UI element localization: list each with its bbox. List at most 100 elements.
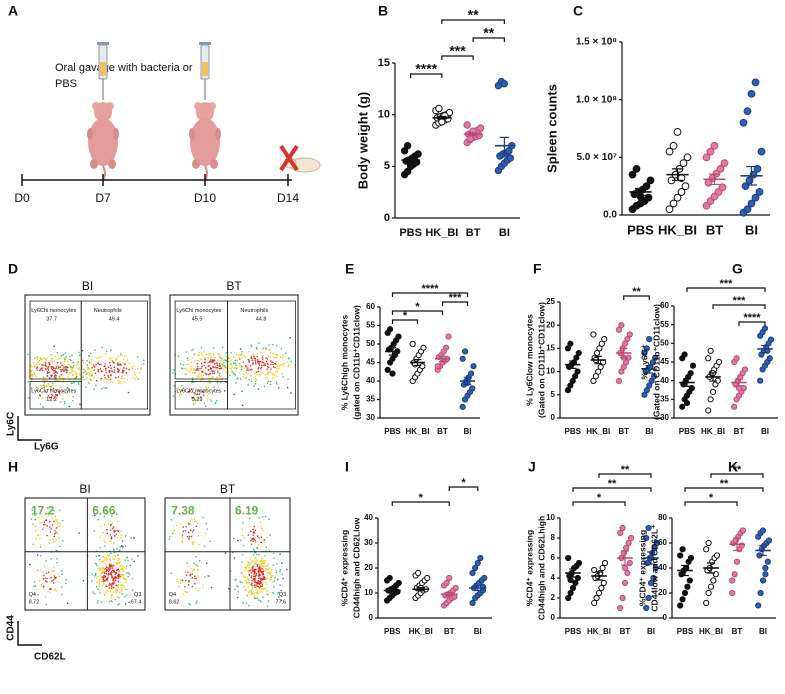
event-dot [204, 532, 207, 535]
gate [80, 300, 148, 410]
event-dot [142, 363, 145, 365]
flow-y-label: CD44 [6, 615, 17, 641]
quadrant-value: 8.62 [169, 600, 180, 606]
data-point [720, 159, 729, 168]
event-dot [252, 528, 254, 531]
event-dot [205, 354, 208, 356]
event-dot [117, 376, 120, 378]
event-dot [199, 358, 202, 361]
event-dot [41, 364, 43, 366]
event-dot [50, 393, 53, 396]
event-dot [39, 543, 42, 546]
event-dot [223, 389, 226, 392]
event-dot [53, 345, 55, 348]
data-point [597, 569, 604, 577]
event-dot [251, 584, 253, 587]
event-dot [86, 359, 88, 362]
data-point [718, 183, 727, 192]
event-dot [49, 539, 51, 541]
data-point [650, 373, 658, 380]
data-point [715, 358, 723, 366]
data-point [621, 340, 629, 347]
data-point [575, 559, 583, 567]
event-dot [255, 371, 258, 373]
event-dot [63, 402, 66, 405]
data-point [705, 407, 712, 414]
event-dot [200, 367, 202, 370]
event-dot [32, 585, 35, 588]
event-dot [111, 600, 113, 603]
event-dot [36, 569, 39, 571]
event-dot [78, 354, 81, 356]
event-dot [266, 358, 269, 360]
event-dot [40, 583, 42, 586]
event-dot [265, 593, 268, 596]
event-dot [216, 399, 218, 402]
event-dot [98, 585, 101, 587]
event-dot [273, 580, 276, 582]
event-dot [113, 369, 116, 371]
event-dot [110, 584, 113, 586]
panel-label: K [728, 459, 738, 475]
data-point [733, 355, 740, 362]
event-dot [62, 390, 64, 393]
data-point [673, 128, 682, 136]
event-dot [123, 578, 126, 581]
x-tick-label: BT [706, 222, 723, 237]
significance-label: * [597, 492, 602, 504]
event-dot [61, 586, 63, 588]
event-dot [221, 358, 223, 360]
event-dot [271, 361, 273, 364]
event-dot [117, 559, 119, 562]
event-dot [205, 522, 208, 525]
event-dot [136, 376, 138, 379]
event-dot [77, 363, 79, 366]
data-point [617, 604, 624, 612]
event-dot [124, 559, 126, 561]
event-dot [50, 386, 52, 388]
data-point [761, 325, 769, 332]
data-point [703, 546, 710, 553]
event-dot [88, 382, 90, 384]
event-dot [241, 390, 243, 393]
event-dot [192, 388, 195, 390]
event-dot [213, 347, 215, 349]
event-dot [262, 364, 265, 366]
event-dot [253, 578, 255, 581]
event-dot [191, 577, 194, 579]
event-dot [105, 367, 107, 370]
x-tick-label: HK_BI [587, 627, 611, 636]
event-dot [111, 564, 113, 567]
event-dot [102, 576, 104, 578]
significance-bracket [391, 319, 419, 324]
event-dot [55, 576, 57, 579]
event-dot [42, 406, 44, 409]
event-dot [113, 371, 115, 373]
event-dot [72, 369, 75, 372]
event-dot [191, 530, 194, 533]
event-dot [254, 359, 256, 361]
panel-label: B [378, 3, 388, 19]
event-dot [57, 526, 59, 528]
event-dot [54, 355, 56, 358]
event-dot [254, 597, 257, 600]
event-dot [119, 581, 122, 584]
event-dot [190, 361, 193, 364]
event-dot [117, 368, 119, 371]
event-dot [55, 367, 57, 370]
event-dot [246, 367, 249, 369]
x-tick-label: BI [464, 427, 472, 436]
event-dot [242, 602, 245, 604]
event-dot [261, 515, 264, 518]
event-dot [243, 575, 245, 577]
event-dot [125, 580, 127, 583]
event-dot [283, 362, 286, 365]
y-tick-label: 25 [546, 297, 555, 306]
event-dot [197, 369, 199, 371]
event-dot [219, 376, 222, 378]
event-dot [265, 357, 267, 359]
event-dot [282, 364, 285, 367]
event-dot [36, 554, 39, 556]
event-dot [129, 564, 132, 567]
event-dot [120, 530, 122, 533]
